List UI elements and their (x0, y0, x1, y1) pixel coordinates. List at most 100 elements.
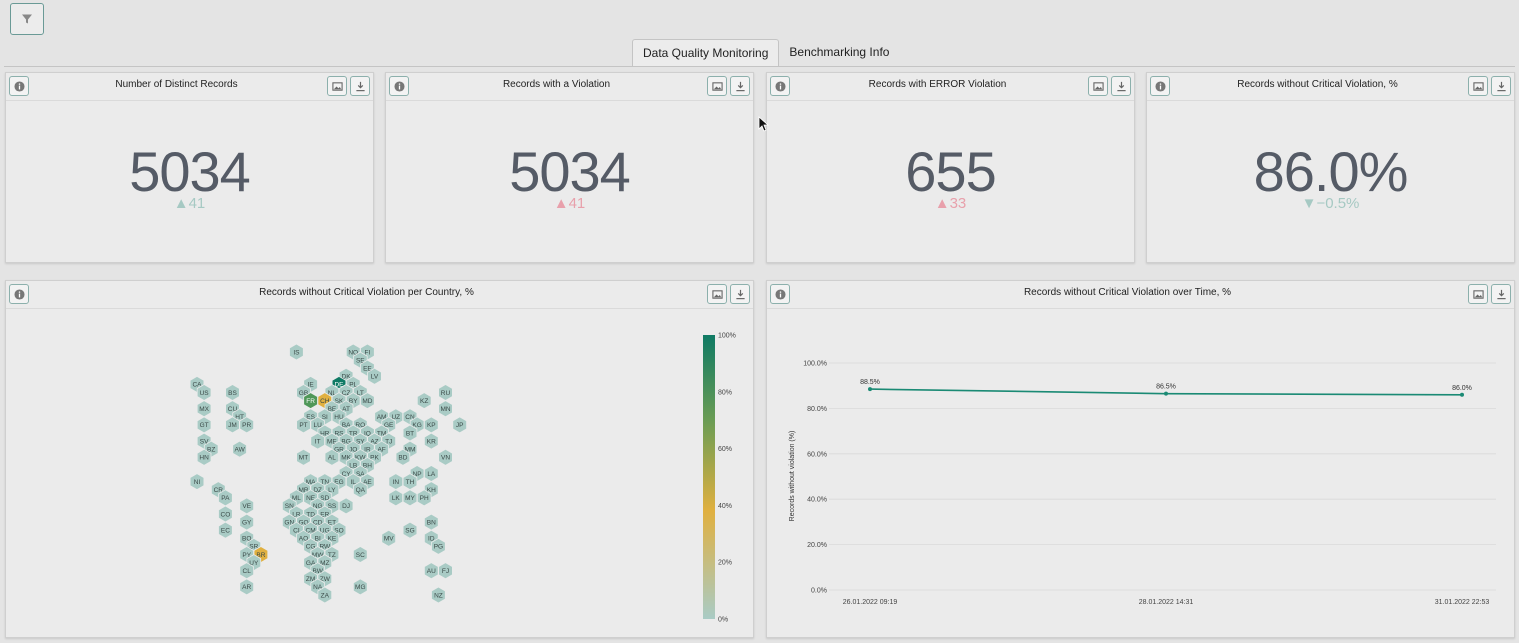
country-hex-vn[interactable]: VN (438, 448, 453, 466)
country-hex-gt[interactable]: GT (196, 416, 212, 434)
hex-label: MK (341, 455, 351, 462)
hex-label: IR (364, 447, 371, 454)
country-hex-in[interactable]: IN (388, 473, 404, 491)
export-image-button[interactable] (327, 76, 347, 96)
hex-label: ES (306, 414, 315, 421)
info-button[interactable] (770, 76, 790, 96)
data-point[interactable] (1164, 391, 1168, 396)
country-hex-pr[interactable]: PR (239, 416, 255, 434)
export-image-button[interactable] (707, 76, 727, 96)
country-hex-mt[interactable]: MT (296, 448, 311, 466)
kpi-delta: ▲33 (934, 195, 967, 212)
country-hex-qa[interactable]: QA (352, 481, 368, 499)
hex-label: BI (315, 536, 321, 543)
country-hex-mv[interactable]: MV (381, 529, 397, 547)
country-hex-ve[interactable]: VE (239, 497, 255, 515)
download-button[interactable] (1491, 76, 1511, 96)
country-hex-my[interactable]: MY (402, 489, 418, 507)
country-hex-mn[interactable]: MN (438, 400, 453, 418)
hex-label: KR (427, 438, 436, 445)
hex-label: MY (405, 495, 415, 502)
country-hex-jm[interactable]: JM (225, 416, 240, 434)
image-icon (1472, 81, 1484, 91)
export-image-button[interactable] (1088, 76, 1108, 96)
export-image-button[interactable] (707, 284, 727, 304)
hex-label: GN (284, 519, 294, 526)
hex-label: TM (377, 430, 386, 437)
country-hex-co[interactable]: CO (218, 505, 233, 523)
country-hex-jp[interactable]: JP (452, 416, 468, 434)
country-hex-za[interactable]: ZA (317, 586, 333, 604)
download-button[interactable] (1111, 76, 1131, 96)
country-hex-au[interactable]: AU (423, 562, 439, 580)
filter-icon (22, 14, 32, 24)
data-point[interactable] (868, 387, 872, 392)
country-hex-al[interactable]: AL (324, 448, 340, 466)
country-hex-ru[interactable]: RU (438, 384, 453, 401)
hex-cell (218, 489, 233, 507)
country-hex-ar[interactable]: AR (239, 578, 255, 596)
hex-label: ER (320, 511, 329, 518)
panel-header: Records without Critical Violation, % (1147, 73, 1514, 101)
export-image-button[interactable] (1468, 76, 1488, 96)
hex-label: MR (298, 487, 308, 494)
country-hex-cl[interactable]: CL (239, 562, 255, 580)
export-image-button[interactable] (1468, 284, 1488, 304)
country-hex-gy[interactable]: GY (239, 513, 255, 531)
data-point[interactable] (1460, 392, 1464, 397)
info-button[interactable] (770, 284, 790, 304)
hex-cell (225, 384, 240, 401)
country-hex-sg[interactable]: SG (402, 521, 418, 539)
hex-label: KE (328, 536, 337, 543)
country-hex-fr[interactable]: FR (303, 392, 318, 410)
tab-data-quality-monitoring[interactable]: Data Quality Monitoring (632, 39, 780, 67)
hex-label: AU (427, 568, 436, 575)
country-hex-la[interactable]: LA (423, 465, 439, 482)
country-hex-pg[interactable]: PG (431, 537, 446, 555)
country-hex-pa[interactable]: PA (218, 489, 233, 507)
download-button[interactable] (1491, 284, 1511, 304)
info-button[interactable] (9, 76, 29, 96)
country-hex-nz[interactable]: NZ (431, 586, 446, 604)
country-hex-bn[interactable]: BN (423, 513, 439, 531)
country-hex-ni[interactable]: NI (189, 473, 205, 491)
info-button[interactable] (1150, 76, 1170, 96)
download-button[interactable] (730, 76, 750, 96)
country-hex-sc[interactable]: SC (352, 546, 368, 563)
hex-label: CG (306, 544, 316, 551)
country-hex-pt[interactable]: PT (296, 416, 311, 434)
filter-button[interactable] (10, 3, 44, 35)
country-hex-lk[interactable]: LK (388, 489, 404, 507)
country-hex-is[interactable]: IS (289, 343, 304, 361)
hex-label: LY (328, 487, 336, 494)
download-button[interactable] (350, 76, 370, 96)
country-hex-kr[interactable]: KR (423, 432, 439, 450)
country-hex-bd[interactable]: BD (395, 448, 411, 466)
country-hex-aw[interactable]: AW (232, 440, 247, 458)
country-hex-bt[interactable]: BT (402, 424, 418, 442)
country-hex-th[interactable]: TH (402, 473, 418, 491)
country-hex-kz[interactable]: KZ (416, 392, 432, 410)
country-hex-ph[interactable]: PH (416, 489, 432, 507)
tab-benchmarking-info[interactable]: Benchmarking Info (789, 45, 890, 59)
country-hex-mx[interactable]: MX (196, 400, 212, 418)
country-hex-ec[interactable]: EC (218, 521, 233, 539)
kpi-panel-without-critical-violation: Records without Critical Violation, % 86… (1146, 72, 1515, 263)
country-hex-md[interactable]: MD (360, 392, 375, 410)
hex-label: BW (312, 568, 323, 575)
country-hex-bs[interactable]: BS (225, 384, 240, 401)
info-button[interactable] (9, 284, 29, 304)
country-hex-dj[interactable]: DJ (338, 497, 354, 515)
country-hex-fj[interactable]: FJ (438, 562, 453, 580)
hex-label: CN (405, 414, 415, 421)
country-hex-us[interactable]: US (196, 384, 212, 401)
hex-label: TZ (328, 552, 336, 559)
hex-label: QA (356, 487, 366, 494)
download-button[interactable] (730, 284, 750, 304)
country-hex-mg[interactable]: MG (352, 578, 368, 596)
country-hex-hn[interactable]: HN (196, 448, 212, 466)
info-button[interactable] (389, 76, 409, 96)
country-hex-kp[interactable]: KP (423, 416, 439, 434)
country-hex-lv[interactable]: LV (367, 367, 382, 385)
country-hex-it[interactable]: IT (310, 432, 326, 450)
